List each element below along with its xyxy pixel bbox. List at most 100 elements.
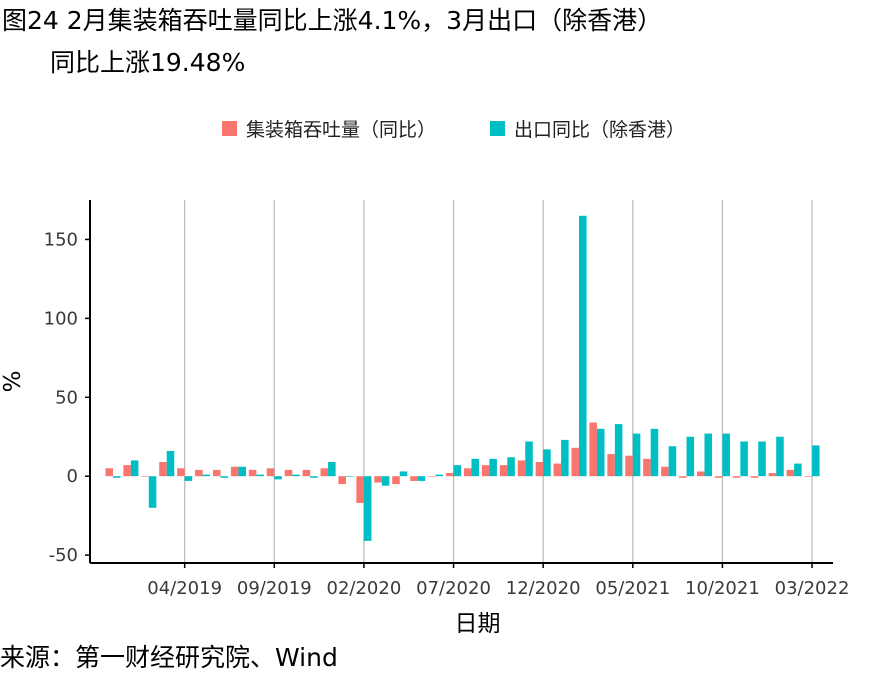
bar-exports	[328, 461, 336, 477]
bar-exports	[471, 458, 479, 477]
bar-exports	[596, 428, 605, 477]
bar-exports	[399, 471, 408, 477]
bar-container-throughput	[786, 469, 795, 477]
bar-exports	[632, 433, 641, 477]
legend-label: 集装箱吞吐量（同比）	[246, 119, 436, 141]
y-tick-label: 0	[67, 466, 78, 487]
bar-container-throughput	[714, 476, 723, 478]
bar-container-throughput	[212, 469, 221, 477]
bar-exports	[112, 476, 121, 478]
bar-exports	[668, 446, 677, 477]
y-tick-label: 50	[55, 387, 78, 408]
x-axis-title: 日期	[455, 611, 501, 637]
bar-exports	[650, 428, 659, 477]
bar-container-throughput	[248, 469, 257, 477]
bar-exports	[722, 433, 730, 477]
bar-exports	[166, 450, 175, 477]
bar-exports	[525, 441, 533, 477]
bar-exports	[292, 474, 300, 477]
bar-exports	[507, 457, 515, 477]
bar-container-throughput	[625, 455, 633, 477]
bar-exports	[148, 476, 157, 508]
bar-container-throughput	[105, 468, 113, 477]
x-tick-label: 09/2019	[237, 578, 312, 599]
bar-exports	[453, 465, 462, 477]
bar-exports	[130, 460, 139, 477]
bar-container-throughput	[535, 461, 544, 477]
bar-container-throughput	[696, 471, 705, 477]
bar-container-throughput	[607, 454, 615, 477]
bar-container-throughput	[159, 461, 167, 477]
bar-exports	[238, 466, 246, 477]
bar-container-throughput	[589, 422, 597, 477]
axes: -50 0 50 100 150 04/2019 09/2019 02/2020 07/2020…	[44, 200, 850, 599]
bar-container-throughput	[463, 468, 472, 477]
bar-exports	[489, 458, 497, 477]
bar-container-throughput	[679, 476, 687, 478]
legend-label: 出口同比（除香港）	[514, 119, 685, 141]
bar-container-throughput	[266, 468, 275, 477]
bar-container-throughput	[374, 476, 382, 483]
bar-container-throughput	[750, 476, 759, 478]
bar-exports	[614, 424, 623, 477]
bar-exports	[543, 449, 551, 477]
bar-container-throughput	[804, 476, 813, 477]
bar-exports	[220, 476, 229, 478]
x-tick-label: 04/2019	[147, 578, 222, 599]
bar-container-throughput	[768, 473, 777, 477]
figure-title-line-2: 同比上涨19.48%	[50, 48, 246, 77]
bar-container-throughput	[177, 468, 185, 477]
bar-exports	[310, 476, 318, 478]
bar-container-throughput	[356, 476, 364, 504]
bar-exports	[274, 476, 282, 480]
x-tick-label: 10/2021	[685, 578, 760, 599]
bar-exports	[794, 463, 802, 477]
bar-container-throughput	[320, 468, 329, 477]
legend-swatch	[222, 121, 237, 136]
x-tick-label: 05/2021	[595, 578, 670, 599]
bar-container-throughput	[338, 476, 346, 485]
x-tick-label: 02/2020	[327, 578, 402, 599]
y-tick-label: 150	[44, 229, 78, 250]
bar-exports	[758, 441, 766, 477]
bar-container-throughput	[141, 476, 149, 477]
bar-exports	[363, 476, 372, 541]
bar-container-throughput	[195, 469, 203, 477]
bar-exports	[704, 433, 713, 477]
bar-container-throughput	[517, 460, 526, 477]
bar-container-throughput	[392, 476, 400, 485]
bar-container-throughput	[230, 466, 239, 477]
bar-container-throughput	[553, 463, 562, 477]
legend-swatch	[490, 121, 505, 136]
bar-exports	[345, 476, 354, 477]
x-tick-label: 03/2022	[775, 578, 850, 599]
bar-exports	[686, 436, 695, 477]
y-tick-label: -50	[49, 545, 78, 566]
bar-container-throughput	[428, 476, 436, 477]
bar-exports	[579, 215, 587, 477]
bar-exports	[381, 476, 390, 486]
bar-container-throughput	[446, 473, 454, 477]
bar-container-throughput	[284, 469, 293, 477]
y-tick-label: 100	[44, 308, 78, 329]
bar-exports	[435, 474, 444, 477]
bar-container-throughput	[302, 469, 311, 477]
bar-container-throughput	[123, 465, 131, 477]
bar-exports	[184, 476, 193, 481]
bar-exports	[740, 441, 748, 477]
bar-exports	[256, 474, 264, 477]
bar-chart: 集装箱吞吐量（同比） 出口同比（除香港） -50 0 50 100 150 04/2019 0…	[0, 119, 850, 637]
bar-exports	[561, 439, 569, 477]
x-tick-label: 07/2020	[416, 578, 491, 599]
bar-exports	[812, 445, 820, 477]
bar-exports	[776, 436, 784, 477]
source-note: 来源：第一财经研究院、Wind	[0, 643, 338, 672]
bar-container-throughput	[481, 465, 490, 477]
bar-container-throughput	[499, 465, 508, 477]
figure-title-line-1: 图24 2月集装箱吞吐量同比上涨4.1%，3月出口（除香港）	[2, 6, 663, 35]
bar-container-throughput	[410, 476, 418, 481]
bar-container-throughput	[661, 466, 669, 477]
bar-container-throughput	[732, 476, 741, 478]
y-axis-title: %	[0, 371, 26, 393]
bar-exports	[202, 474, 211, 477]
